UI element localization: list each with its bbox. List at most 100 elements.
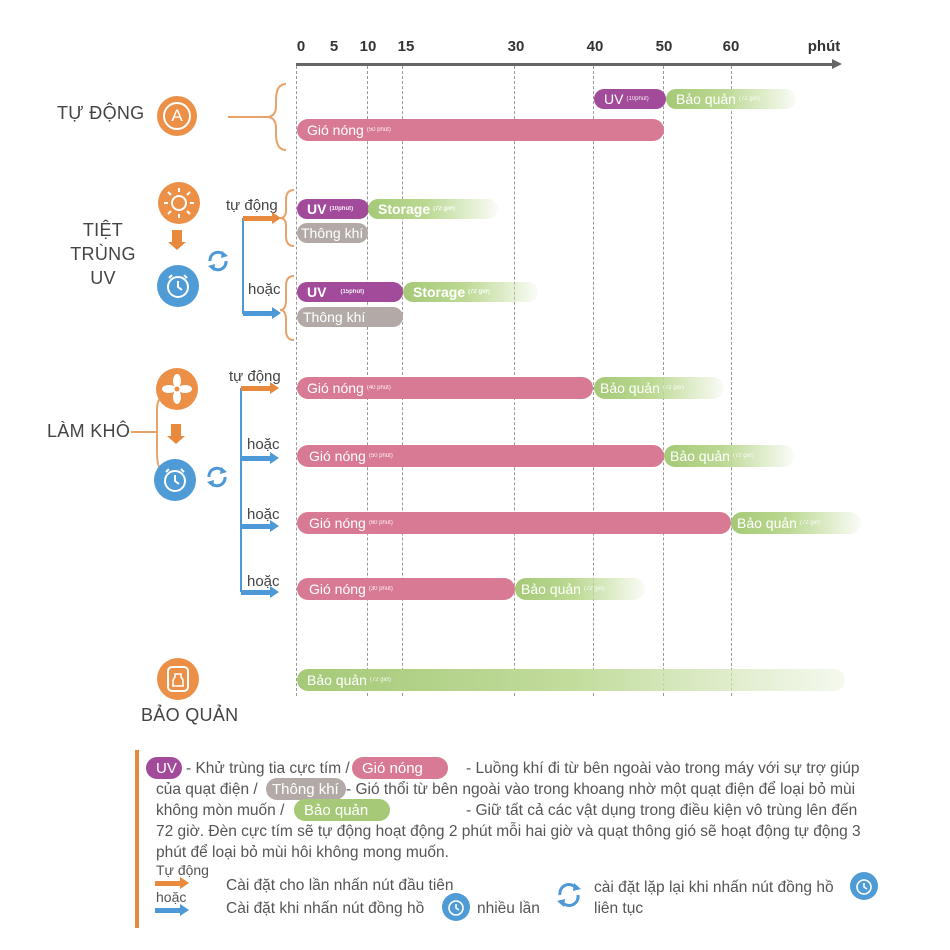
bottle-icon[interactable] [157, 658, 199, 700]
branch-arrow-or [241, 586, 279, 598]
legend-vent-pill: Thông khí [266, 778, 346, 800]
branch-arrow-or [241, 520, 279, 532]
bar-sub: (72 giờ) [662, 385, 684, 391]
bar-label: Gió nóng [309, 448, 366, 464]
tick-10: 10 [359, 38, 377, 55]
bar-label: Storage [378, 201, 431, 217]
axis-line [296, 63, 834, 66]
branch-arrow-or [243, 307, 281, 319]
bar-dry3-storage: Bảo quản (72 giờ) [731, 512, 861, 534]
bar-sub: (72 giờ) [799, 520, 821, 526]
bar-sub: (50 phút) [366, 127, 391, 133]
bar-sub: (15phút) [340, 289, 365, 295]
bar-auto-storage: Bảo quản (72 giờ) [666, 89, 796, 109]
bar-dry2-hot-air: Gió nóng (50 phút) [297, 445, 664, 467]
fan-icon[interactable] [156, 368, 198, 410]
legend-clock-icon [442, 893, 470, 921]
bar-label: Bảo quản [676, 91, 736, 107]
bar-sterilize1-vent: Thông khí [297, 223, 368, 243]
branch-label-or-dry1: hoặc [247, 436, 280, 453]
bar-label: UV [307, 284, 327, 300]
bar-label: Thông khí [301, 225, 364, 241]
bar-label: Gió nóng [307, 122, 364, 138]
legend-line5: phút để loại bỏ mùi hôi không mong muốn. [156, 844, 449, 861]
bar-sterilize1-uv: UV (10phút) [297, 199, 369, 219]
branch-label-or-sterilize: hoặc [248, 281, 281, 298]
bar-label: Gió nóng [307, 380, 364, 396]
bar-label: Bảo quản [737, 515, 797, 531]
branch-label-or-dry2: hoặc [247, 506, 280, 523]
bar-storage-only: Bảo quản (72 giờ) [297, 669, 845, 691]
axis-unit: phút [807, 38, 841, 55]
sun-icon[interactable] [158, 182, 200, 224]
bar-sterilize2-vent: Thông khí [297, 307, 403, 327]
down-arrowhead [167, 436, 185, 444]
legend-uv-desc: - Khử trùng tia cực tím / [186, 760, 350, 777]
bar-sterilize2-storage: Storage (72 giờ) [403, 282, 538, 302]
bar-sub: (72 giờ) [583, 586, 605, 592]
bar-dry3-hot-air: Gió nóng (60 phút) [297, 512, 731, 534]
guide-0 [296, 66, 297, 696]
legend-auto-arrow [155, 877, 189, 889]
branch-label-auto-dry: tự động [229, 368, 281, 385]
category-sterilize-line2: UV [90, 268, 116, 288]
legend-line4: 72 giờ. Đèn cực tím sẽ tự động hoạt động… [156, 823, 861, 840]
bar-sub: (72 giờ) [433, 206, 456, 212]
bar-sub: (50 phút) [368, 453, 393, 459]
bar-label: UV [604, 91, 624, 107]
legend-hot-desc: - Luồng khí đi từ bên ngoài vào trong má… [466, 760, 860, 777]
tick-0: 0 [296, 38, 306, 55]
category-dry-label: LÀM KHÔ [47, 421, 131, 441]
axis-arrowhead [832, 59, 842, 69]
legend-clock-press: Cài đặt khi nhấn nút đồng hồ [226, 900, 425, 917]
tick-5: 5 [329, 38, 339, 55]
clock-icon[interactable] [157, 265, 199, 307]
guide-60 [731, 66, 732, 696]
bar-label: Bảo quản [600, 380, 660, 396]
bar-label: UV [307, 201, 327, 217]
tick-40: 40 [586, 38, 604, 55]
down-arrowhead [168, 242, 186, 250]
bar-sub: (10phút) [626, 96, 649, 102]
category-sterilize-label: TIỆT TRÙNG UV [50, 218, 156, 290]
tick-50: 50 [655, 38, 673, 55]
bar-sub: (30 phút) [368, 586, 393, 592]
branch-arrow-auto [243, 212, 281, 224]
tick-15: 15 [397, 38, 415, 55]
repeat-icon [208, 250, 228, 272]
legend-or-arrow [155, 904, 189, 916]
legend-many-times: nhiều lần [477, 900, 540, 917]
legend-border [135, 750, 139, 928]
bar-sub: (40 phút) [366, 385, 391, 391]
category-auto-label: TỰ ĐỘNG [57, 103, 145, 123]
legend-auto-label: Tự động [156, 862, 209, 878]
legend-first-press: Cài đặt cho lần nhấn nút đầu tiên [226, 877, 454, 894]
tick-60: 60 [722, 38, 740, 55]
bar-label: Gió nóng [309, 515, 366, 531]
bar-auto-uv: UV (10phút) [594, 89, 666, 109]
bar-sterilize1-storage: Storage (72 giờ) [368, 199, 498, 219]
bar-label: Thông khí [303, 309, 366, 325]
legend-continuous: liên tục [594, 900, 644, 917]
clock-icon[interactable] [154, 459, 196, 501]
tick-30: 30 [507, 38, 525, 55]
down-arrow-icon [171, 424, 181, 436]
branch-arrow-or [241, 452, 279, 464]
bar-label: Bảo quản [521, 581, 581, 597]
bar-label: Gió nóng [309, 581, 366, 597]
category-storage-label: BẢO QUẢN [141, 705, 239, 725]
category-sterilize-line1: TIỆT TRÙNG [70, 220, 136, 264]
branch-label-auto-sterilize: tự động [226, 197, 278, 214]
legend-storage-pill: Bảo quản [294, 799, 390, 821]
bar-dry4-storage: Bảo quản (72 giờ) [515, 578, 645, 600]
bar-label: Bảo quản [307, 672, 367, 688]
legend-repeat-icon [557, 883, 581, 907]
guide-40 [593, 66, 594, 696]
auto-mode-icon[interactable]: A [157, 96, 197, 136]
bar-auto-hot-air: Gió nóng (50 phút) [297, 119, 664, 141]
branch-label-or-dry3: hoặc [247, 573, 280, 590]
bar-dry2-storage: Bảo quản (72 giờ) [664, 445, 794, 467]
legend-repeat-press: cài đặt lặp lại khi nhấn nút đồng hồ [594, 879, 834, 896]
legend-vent-desc: - Gió thổi từ bên ngoài vào trong khoang… [346, 781, 856, 798]
legend-line3: không mòn muốn / [156, 802, 285, 819]
